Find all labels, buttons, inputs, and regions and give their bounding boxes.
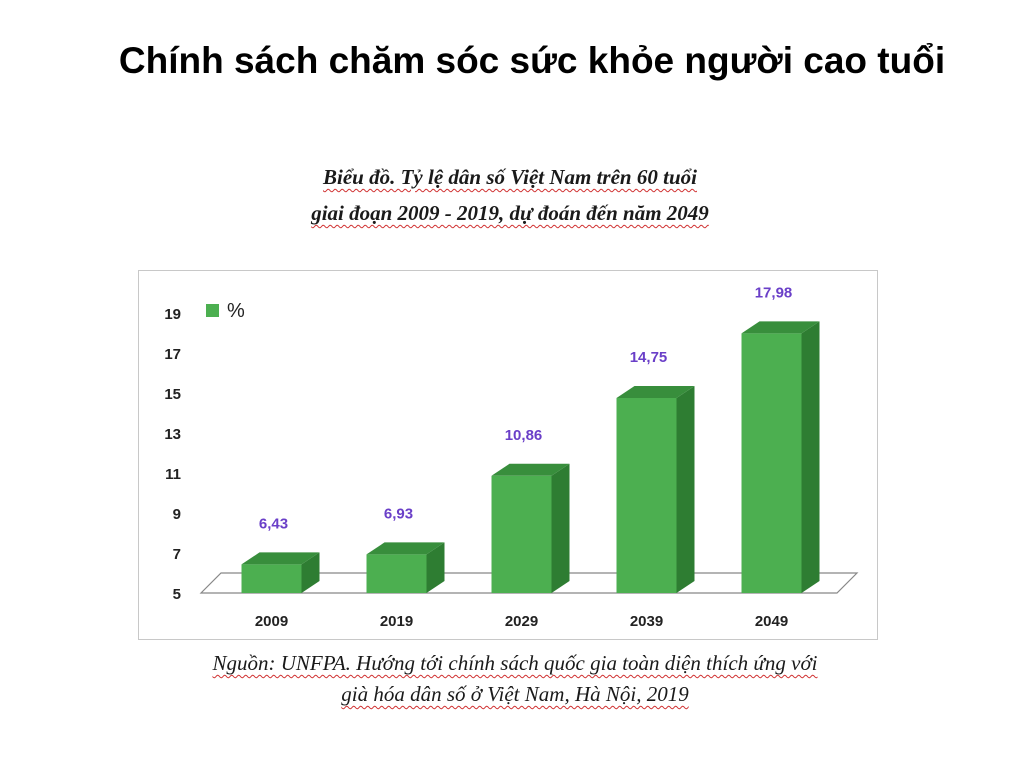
bar-top	[491, 463, 570, 476]
x-tick-label: 2039	[630, 613, 663, 630]
bar-side	[301, 552, 320, 593]
data-label: 6,43	[259, 515, 288, 532]
legend-label: %	[227, 300, 245, 322]
source-line-2: già hóa dân số ở Việt Nam, Hà Nội, 2019	[341, 682, 689, 706]
bar-side	[426, 542, 445, 593]
x-tick-label: 2029	[505, 613, 538, 630]
bar	[241, 564, 302, 593]
data-label: 17,98	[755, 284, 793, 301]
y-tick-label: 7	[173, 546, 181, 563]
y-tick-label: 11	[165, 466, 181, 483]
x-tick-label: 2019	[380, 613, 413, 630]
bar-top	[366, 542, 445, 555]
bar-top	[241, 552, 320, 565]
x-tick-label: 2009	[255, 613, 288, 630]
source-line-1: Nguồn: UNFPA. Hướng tới chính sách quốc …	[212, 651, 818, 675]
y-tick-label: 9	[173, 506, 181, 523]
y-tick-label: 15	[164, 386, 181, 403]
bar-top	[741, 321, 820, 334]
bar-side	[801, 321, 820, 593]
legend-swatch	[206, 304, 219, 317]
slide-title: Chính sách chăm sóc sức khỏe người cao t…	[118, 40, 946, 81]
y-tick-label: 5	[173, 586, 181, 603]
data-label: 10,86	[505, 427, 543, 444]
chart-title-line-2: giai đoạn 2009 - 2019, dự đoán đến năm 2…	[311, 201, 709, 225]
bar-side	[551, 463, 570, 593]
bar	[491, 475, 552, 593]
bar-top	[616, 386, 695, 398]
bar-chart: 5 7 9 11 13 15 17 19 % 6,43 2009 6,93 2019 10,86 2029 1…	[164, 284, 859, 630]
data-label: 14,75	[630, 349, 668, 366]
bar	[616, 398, 677, 593]
y-tick-label: 13	[164, 426, 181, 443]
data-label: 6,93	[384, 505, 413, 522]
y-tick-label: 19	[164, 306, 181, 323]
bar	[366, 554, 427, 593]
x-tick-label: 2049	[755, 613, 788, 630]
chart-frame: 5 7 9 11 13 15 17 19% 6,43 2009 6,93 2019 10,86 2029 1…	[138, 270, 878, 640]
bar-side	[676, 386, 695, 593]
y-tick-label: 17	[164, 346, 181, 363]
chart-title-line-1: Biểu đồ. Tỷ lệ dân số Việt Nam trên 60 t…	[323, 165, 697, 189]
bar	[741, 333, 802, 593]
